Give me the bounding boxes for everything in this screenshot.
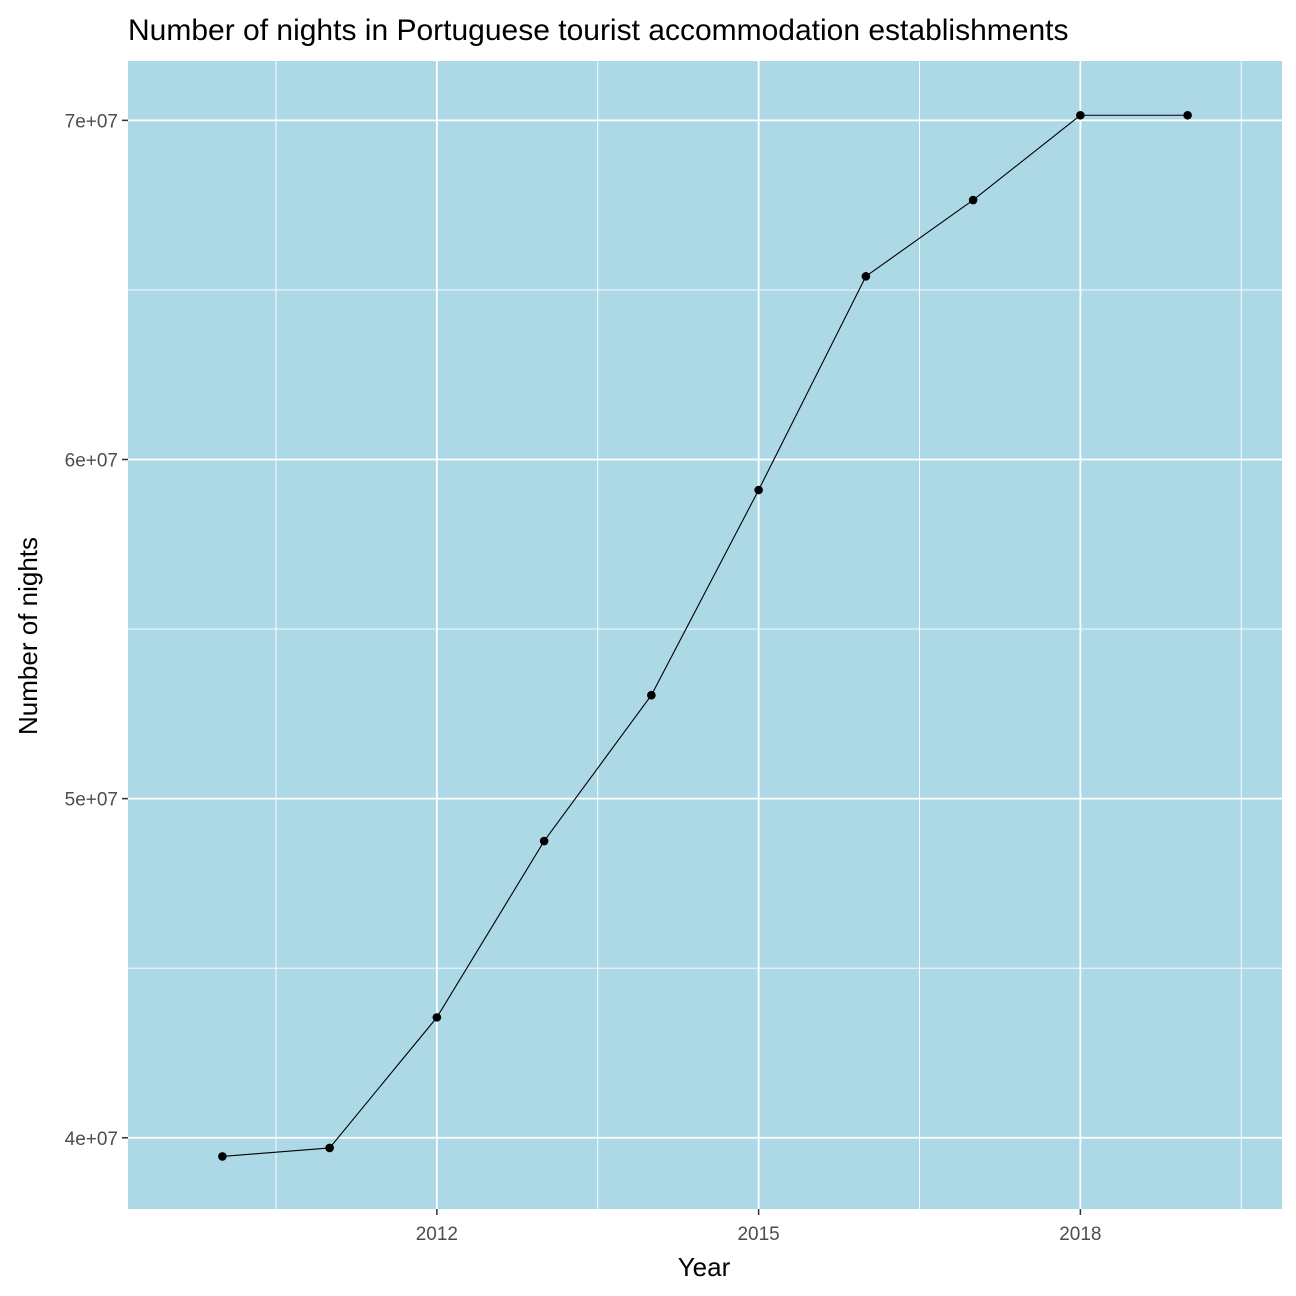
data-point: [218, 1152, 227, 1161]
x-tick-label: 2015: [737, 1224, 779, 1245]
x-tick-label: 2012: [416, 1224, 458, 1245]
data-point: [325, 1143, 334, 1153]
series-layer: [218, 110, 1192, 1161]
minor-gridlines: [128, 61, 1282, 1209]
axis-ticks: [122, 119, 1082, 1215]
data-point: [539, 836, 549, 846]
data-point: [754, 485, 763, 495]
data-point: [1183, 110, 1192, 120]
x-tick-label: 2018: [1059, 1224, 1101, 1245]
y-tick-label: 4e+07: [65, 1129, 118, 1150]
y-axis-title: Number of nights: [13, 537, 43, 735]
data-point: [968, 195, 978, 205]
data-point: [432, 1013, 442, 1022]
data-point: [647, 690, 656, 700]
data-point: [861, 272, 871, 281]
tick-labels: 2012 2015 2018 4e+07 5e+07 6e+07 7e+07: [65, 111, 1102, 1245]
y-tick-label: 5e+07: [65, 790, 118, 811]
y-tick-label: 6e+07: [65, 450, 118, 471]
chart-title: Number of nights in Portuguese tourist a…: [128, 14, 1068, 47]
x-axis-title: Year: [678, 1252, 731, 1282]
major-gridlines: [128, 61, 1282, 1209]
plot-panel: [128, 61, 1282, 1209]
data-point: [1076, 110, 1085, 120]
series-line: [222, 114, 1188, 1157]
y-tick-label: 7e+07: [65, 111, 118, 132]
